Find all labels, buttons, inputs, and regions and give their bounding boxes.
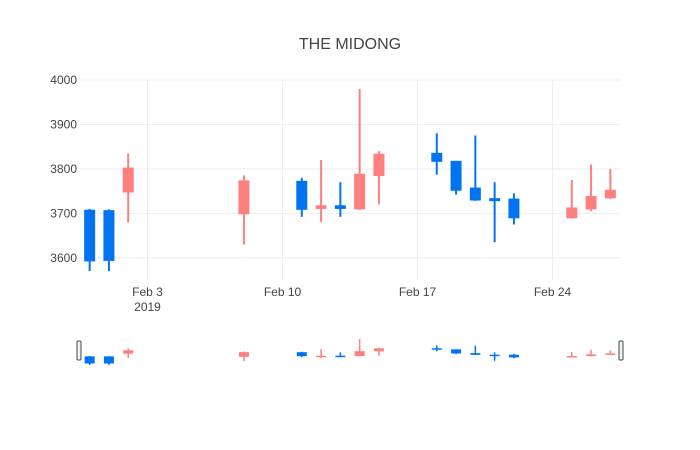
slider-candle xyxy=(431,345,442,352)
candle[interactable] xyxy=(334,182,346,217)
candle[interactable] xyxy=(238,175,250,245)
slider-candle xyxy=(451,349,462,355)
slider-candle xyxy=(508,353,519,359)
candle[interactable] xyxy=(431,133,443,175)
y-gridlines xyxy=(80,79,620,259)
chart-title: THE MIDONG xyxy=(299,36,401,53)
slider-candle xyxy=(566,352,577,358)
candle-body xyxy=(103,210,115,261)
candle[interactable] xyxy=(489,182,501,243)
y-tick-label: 3900 xyxy=(50,117,77,131)
slider-candle xyxy=(470,345,481,355)
range-slider xyxy=(76,333,624,371)
candle-body xyxy=(489,198,501,202)
candle[interactable] xyxy=(585,164,597,212)
candle-body xyxy=(296,180,308,210)
x-tick-label: Feb 3 xyxy=(132,285,163,299)
candle[interactable] xyxy=(604,168,616,200)
y-tick-label: 3800 xyxy=(50,162,77,176)
candle[interactable] xyxy=(296,177,308,217)
y-tick-labels: 3600 3700 3800 3900 4000 xyxy=(50,73,77,265)
x-tick-label: Feb 24 xyxy=(534,285,572,299)
range-slider-background[interactable] xyxy=(80,333,620,371)
slider-candle xyxy=(373,347,384,356)
slider-candle-body xyxy=(316,355,327,358)
x-tick-label: Feb 10 xyxy=(264,285,302,299)
slider-candle xyxy=(103,356,114,365)
candle[interactable] xyxy=(469,135,481,201)
slider-candle-body xyxy=(451,349,462,354)
x-tick-label: Feb 17 xyxy=(399,285,437,299)
candle-body xyxy=(469,187,481,201)
candle-body xyxy=(585,195,597,210)
candle-body xyxy=(238,180,250,215)
candle-body xyxy=(334,205,346,209)
slider-candle-body xyxy=(489,354,500,357)
slider-candle-body xyxy=(84,356,95,364)
candle-body xyxy=(431,152,443,162)
slider-candle xyxy=(605,350,616,355)
candle-body xyxy=(604,189,616,199)
slider-candle xyxy=(489,352,500,361)
slider-candle-body xyxy=(566,355,577,358)
y-tick-label: 3600 xyxy=(50,251,77,265)
candle[interactable] xyxy=(566,180,578,219)
slider-candle xyxy=(335,352,346,358)
slider-candle-body xyxy=(586,354,597,357)
candle[interactable] xyxy=(103,209,115,272)
slider-candle-body xyxy=(354,351,365,357)
candle-body xyxy=(373,153,385,177)
candle-body xyxy=(315,205,327,209)
range-slider-handle-left[interactable] xyxy=(76,340,82,361)
slider-candle-body xyxy=(103,356,114,364)
candle[interactable] xyxy=(122,153,134,223)
candle[interactable] xyxy=(315,160,327,223)
slider-candle-body xyxy=(335,355,346,358)
slider-candle-body xyxy=(431,348,442,350)
candle[interactable] xyxy=(354,88,366,210)
candle[interactable] xyxy=(508,193,520,225)
slider-candle xyxy=(238,351,249,362)
candle-body xyxy=(450,160,462,191)
candle-body xyxy=(508,198,520,219)
candles xyxy=(84,88,616,272)
slider-candle xyxy=(354,339,365,357)
slider-candle-body xyxy=(605,353,616,355)
slider-candle xyxy=(123,348,134,359)
candle[interactable] xyxy=(84,208,96,272)
candle[interactable] xyxy=(450,160,462,195)
x-gridlines xyxy=(147,80,553,280)
slider-candle-body xyxy=(296,352,307,357)
candle[interactable] xyxy=(373,151,385,205)
y-tick-label: 4000 xyxy=(50,73,77,87)
slider-candle-body xyxy=(470,353,481,355)
range-slider-handle-right[interactable] xyxy=(618,340,624,361)
candle-body xyxy=(566,207,578,219)
range-slider-candles xyxy=(84,339,616,365)
slider-candle xyxy=(586,349,597,357)
slider-candle xyxy=(316,349,327,359)
slider-candle-body xyxy=(373,348,384,352)
slider-candle xyxy=(84,356,95,365)
y-tick-label: 3700 xyxy=(50,206,77,220)
candle-body xyxy=(122,167,134,193)
candle-body xyxy=(354,173,366,210)
slider-candle-body xyxy=(123,350,134,354)
slider-candle xyxy=(296,351,307,358)
slider-candle-body xyxy=(508,354,519,358)
candle-body xyxy=(84,209,96,262)
x-tick-sublabel: 2019 xyxy=(134,300,161,314)
slider-candle-body xyxy=(238,352,249,357)
